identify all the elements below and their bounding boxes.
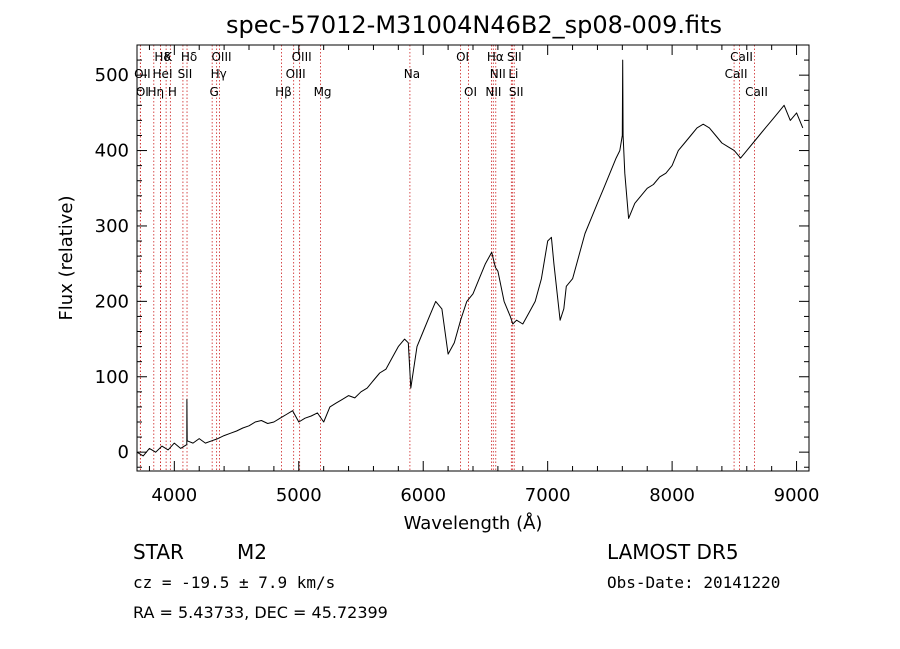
y-tick-label: 200	[95, 291, 129, 312]
spectrum-line	[136, 59, 804, 457]
y-tick-label: 0	[118, 442, 129, 463]
x-tick-label: 7000	[525, 485, 571, 506]
spectral-line-label: SII	[509, 85, 524, 99]
spectral-line-markers	[139, 45, 755, 471]
spectral-line-label: NII	[490, 67, 506, 81]
spectral-line-label: SII	[178, 67, 193, 81]
spectral-line-label: CaII	[745, 85, 768, 99]
plot-frame	[136, 44, 810, 472]
spectral-line-label: Hη	[147, 85, 164, 99]
chart-title: spec-57012-M31004N46B2_sp08-009.fits	[226, 11, 722, 39]
object-class: STAR	[133, 540, 184, 564]
spectral-line-label: Li	[508, 67, 518, 81]
spectral-line-label: H	[168, 85, 177, 99]
x-tick-label: 5000	[276, 485, 322, 506]
y-tick-label: 400	[95, 141, 129, 162]
spectral-line-label: OI	[464, 85, 477, 99]
spectral-line-label: OI	[456, 50, 469, 64]
spectral-line-label: Hδ	[154, 50, 170, 64]
x-axis-label: Wavelength (Å)	[404, 512, 543, 534]
spectral-line-label: CaII	[730, 50, 753, 64]
spectral-line-label: Hδ	[181, 50, 197, 64]
x-axis: 4000 5000 6000 7000 8000 9000	[148, 45, 820, 506]
spectral-line-label: CaII	[725, 67, 748, 81]
spectral-line-label: SII	[507, 50, 522, 64]
coordinates: RA = 5.43733, DEC = 45.72399	[133, 603, 388, 622]
spectral-line-label: Na	[404, 67, 420, 81]
spectral-line-label: G	[210, 85, 219, 99]
series-line-0	[136, 59, 804, 457]
spectral-line-label: OIII	[292, 50, 312, 64]
spectral-line-label: K	[164, 50, 173, 64]
y-tick-label: 300	[95, 216, 129, 237]
spectral-line-label: OIII	[211, 50, 231, 64]
x-tick-label: 6000	[400, 485, 446, 506]
spectral-line-label: Hα	[487, 50, 504, 64]
observation-date: Obs-Date: 20141220	[607, 573, 781, 592]
spectral-line-label: OIII	[286, 67, 306, 81]
x-tick-label: 4000	[151, 485, 197, 506]
spectral-line-label: Hγ	[211, 67, 227, 81]
y-axis: 0 100 200 300 400 500	[95, 44, 809, 468]
y-tick-label: 100	[95, 367, 129, 388]
spectral-line-label: Hβ	[275, 85, 292, 99]
spectral-line-label: OII	[134, 67, 151, 81]
y-axis-label: Flux (relative)	[56, 195, 77, 320]
x-tick-label: 8000	[649, 485, 695, 506]
spectral-line-label: Mg	[314, 85, 332, 99]
y-tick-label: 500	[95, 65, 129, 86]
redshift-velocity: cz = -19.5 ± 7.9 km/s	[133, 573, 336, 592]
spectral-line-label: OI	[136, 85, 149, 99]
spectral-line-label: HeI	[153, 67, 173, 81]
object-subclass: M2	[237, 540, 267, 564]
survey-name: LAMOST DR5	[607, 540, 739, 564]
spectral-line-label: NII	[485, 85, 501, 99]
x-tick-label: 9000	[774, 485, 820, 506]
